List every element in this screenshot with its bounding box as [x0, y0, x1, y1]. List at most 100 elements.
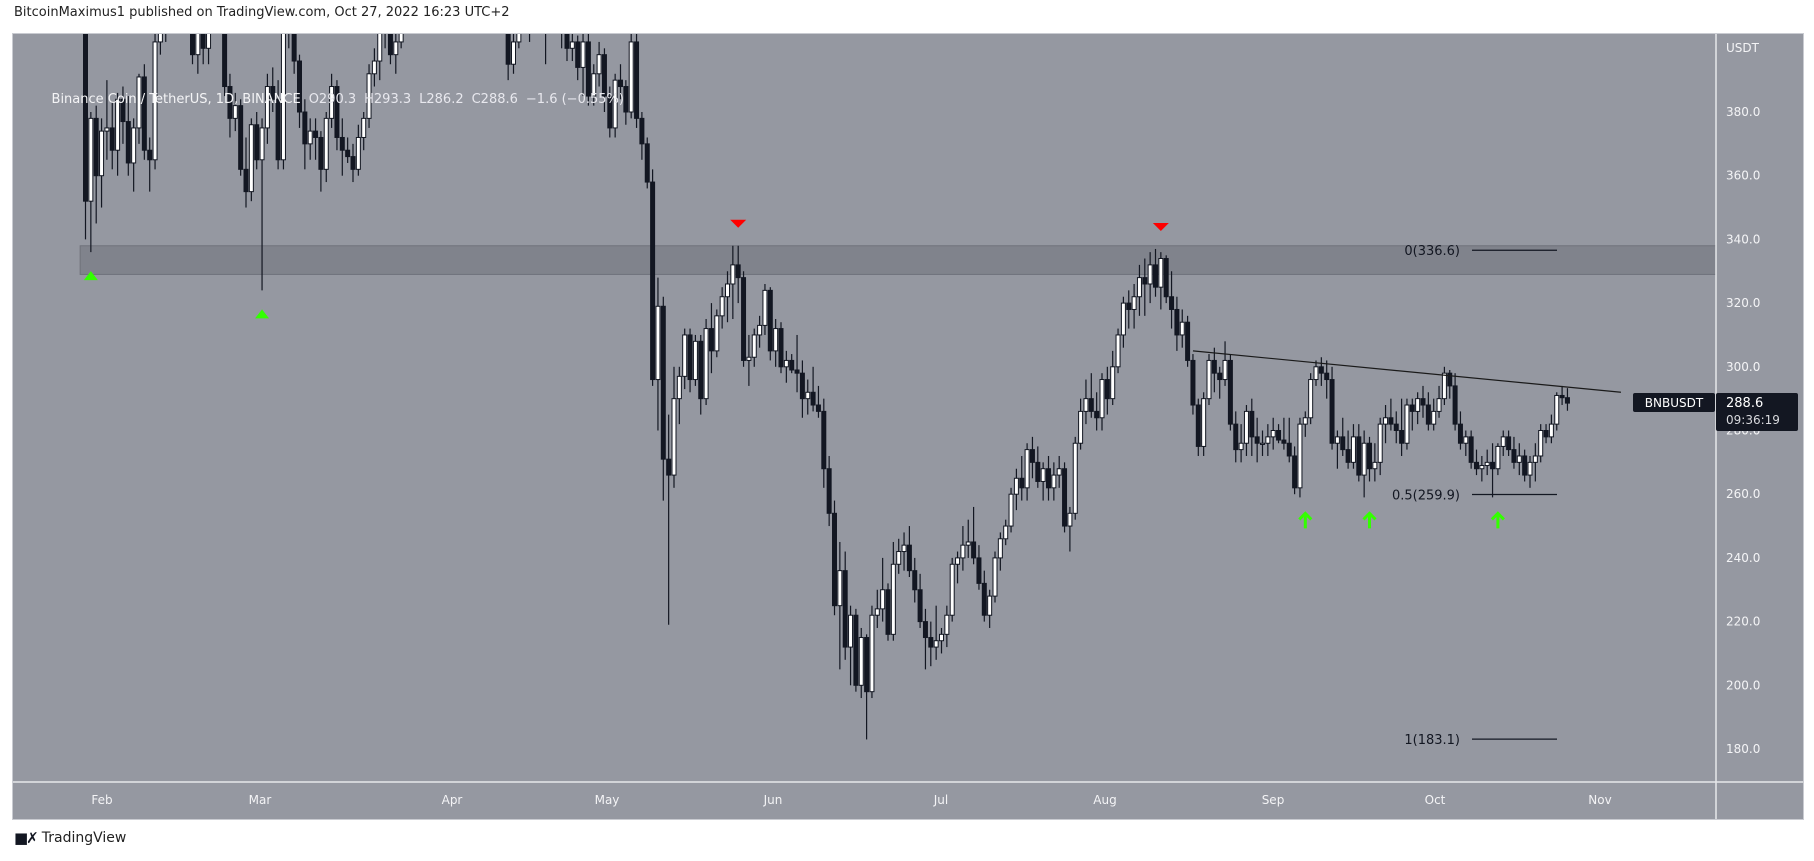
candle-down[interactable] — [1088, 398, 1094, 412]
candle-down[interactable] — [1409, 404, 1415, 412]
candle-up[interactable] — [1179, 321, 1185, 336]
candle-up[interactable] — [874, 608, 880, 616]
candle-up[interactable] — [1040, 468, 1046, 482]
candle-down[interactable] — [350, 156, 356, 170]
candle-up[interactable] — [1051, 474, 1057, 489]
candle-down[interactable] — [1195, 404, 1201, 447]
candle-up[interactable] — [960, 544, 966, 559]
candle-up[interactable] — [992, 557, 998, 597]
candle-up[interactable] — [1270, 430, 1276, 438]
candle-down[interactable] — [227, 86, 233, 119]
candle-up[interactable] — [1527, 461, 1533, 476]
candle-up[interactable] — [264, 86, 270, 129]
candle-up[interactable] — [746, 356, 752, 361]
candle-up[interactable] — [1072, 442, 1078, 514]
candle-down[interactable] — [243, 168, 249, 193]
candle-up[interactable] — [361, 117, 367, 138]
candle-down[interactable] — [1174, 308, 1180, 336]
candle-up[interactable] — [1377, 423, 1383, 463]
candle-down[interactable] — [971, 541, 977, 559]
candle-up[interactable] — [1238, 442, 1244, 451]
candle-down[interactable] — [1388, 417, 1394, 425]
candle-up[interactable] — [751, 334, 757, 358]
candle-down[interactable] — [93, 117, 99, 177]
candle-up[interactable] — [1441, 372, 1447, 400]
chart-container[interactable]: 0(336.6) 0.5(259.9) 1(183.1) USDT 380.0 360.0… — [12, 33, 1804, 820]
candle-up[interactable] — [206, 34, 212, 49]
candle-up[interactable] — [890, 563, 896, 635]
candle-up[interactable] — [1120, 302, 1126, 336]
candle-down[interactable] — [345, 149, 351, 158]
candle-up[interactable] — [1479, 465, 1485, 470]
candle-up[interactable] — [1383, 417, 1389, 425]
candle-up[interactable] — [671, 398, 677, 476]
candle-down[interactable] — [687, 334, 693, 381]
candle-up[interactable] — [398, 34, 404, 43]
candle-up[interactable] — [280, 34, 286, 161]
candle-up[interactable] — [858, 637, 864, 686]
candle-down[interactable] — [815, 404, 821, 412]
candle-up[interactable] — [366, 73, 372, 119]
candle-down[interactable] — [634, 41, 640, 119]
candle-up[interactable] — [516, 34, 522, 43]
candle-up[interactable] — [596, 54, 602, 75]
candle-down[interactable] — [1420, 398, 1426, 406]
candle-down[interactable] — [794, 369, 800, 374]
candle-down[interactable] — [864, 637, 870, 693]
symbol-title[interactable]: Binance Coin / TetherUS, 1D, BINANCE — [51, 92, 301, 107]
candle-down[interactable] — [1153, 264, 1158, 288]
candle-up[interactable] — [773, 328, 779, 352]
candle-down[interactable] — [1340, 436, 1346, 451]
candle-up[interactable] — [757, 324, 763, 336]
candle-up[interactable] — [901, 544, 907, 553]
candle-down[interactable] — [1511, 449, 1517, 463]
candle-up[interactable] — [1361, 442, 1367, 476]
candle-down[interactable] — [650, 181, 656, 381]
candle-down[interactable] — [601, 54, 607, 97]
candle-down[interactable] — [190, 34, 195, 56]
candle-down[interactable] — [976, 557, 982, 584]
candle-down[interactable] — [1506, 436, 1512, 451]
candle-up[interactable] — [955, 557, 961, 565]
candle-up[interactable] — [248, 124, 254, 193]
candle-up[interactable] — [676, 375, 682, 400]
candle-up[interactable] — [1260, 442, 1265, 445]
candle-up[interactable] — [259, 127, 265, 161]
candle-up[interactable] — [714, 315, 720, 352]
candle-up[interactable] — [1404, 404, 1410, 444]
candle-up[interactable] — [1206, 359, 1212, 400]
candle-up[interactable] — [1313, 366, 1319, 381]
candle-up[interactable] — [355, 136, 361, 170]
candle-down[interactable] — [1559, 394, 1565, 399]
candle-down[interactable] — [1185, 321, 1191, 361]
candle-down[interactable] — [1211, 359, 1217, 374]
candle-up[interactable] — [157, 34, 163, 43]
candle-up[interactable] — [612, 79, 618, 129]
candle-down[interactable] — [1329, 379, 1335, 444]
candle-down[interactable] — [1356, 436, 1362, 476]
candle-down[interactable] — [623, 86, 629, 113]
candle-down[interactable] — [698, 340, 704, 400]
candle-up[interactable] — [997, 538, 1003, 559]
candle-down[interactable] — [318, 136, 324, 170]
candle-up[interactable] — [1415, 398, 1421, 412]
candle-up[interactable] — [1372, 461, 1378, 470]
candle-up[interactable] — [1083, 398, 1089, 412]
candle-down[interactable] — [222, 34, 228, 88]
candle-up[interactable] — [896, 551, 902, 565]
candle-down[interactable] — [109, 127, 115, 151]
candle-down[interactable] — [1227, 359, 1233, 425]
candle-down[interactable] — [1254, 436, 1260, 444]
candle-up[interactable] — [1350, 436, 1356, 463]
candle-down[interactable] — [1367, 442, 1372, 470]
candle-down[interactable] — [1062, 468, 1068, 527]
candle-up[interactable] — [152, 41, 158, 161]
candle-down[interactable] — [1142, 277, 1148, 285]
candle-down[interactable] — [238, 105, 244, 170]
candle-down[interactable] — [917, 589, 923, 623]
candle-up[interactable] — [987, 595, 993, 616]
candle-down[interactable] — [1522, 455, 1528, 476]
candle-down[interactable] — [291, 34, 297, 62]
candle-down[interactable] — [928, 637, 934, 648]
candle-down[interactable] — [1019, 477, 1025, 489]
